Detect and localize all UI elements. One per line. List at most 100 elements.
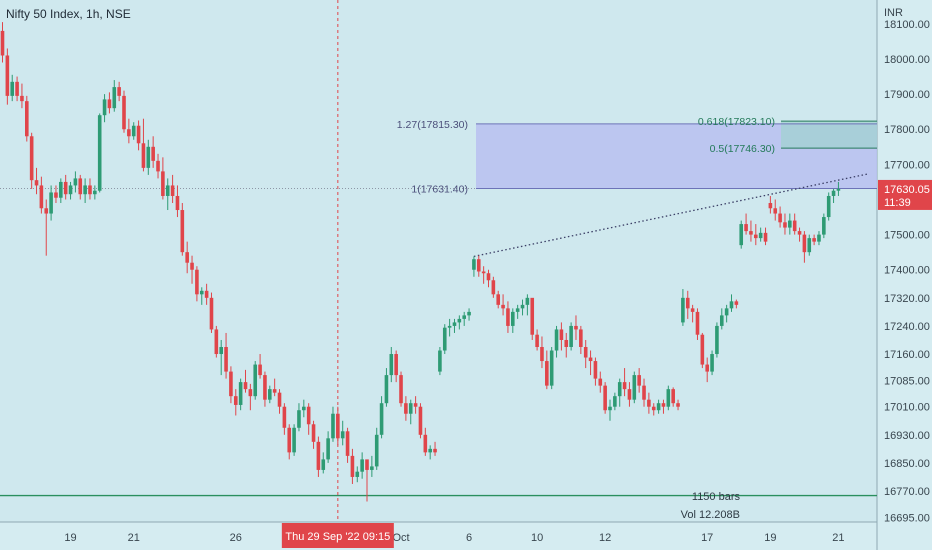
candle[interactable]	[666, 385, 671, 411]
candle[interactable]	[302, 399, 306, 418]
candle[interactable]	[365, 459, 369, 502]
candle[interactable]	[423, 427, 428, 456]
fibonacci-extension[interactable]: 1.27(17815.30) 1(17631.40) 0.618(17823.10)…	[0, 116, 877, 195]
candle[interactable]	[637, 368, 641, 393]
candle[interactable]	[209, 292, 214, 333]
candle[interactable]	[773, 199, 778, 221]
candle[interactable]	[642, 378, 646, 407]
candle[interactable]	[306, 403, 311, 435]
candle[interactable]	[545, 350, 549, 390]
candle[interactable]	[370, 455, 374, 477]
candle[interactable]	[0, 22, 5, 63]
candle[interactable]	[112, 80, 117, 112]
candle[interactable]	[739, 220, 744, 249]
candle[interactable]	[146, 139, 151, 175]
candle[interactable]	[651, 403, 656, 416]
candle[interactable]	[316, 436, 321, 477]
candle[interactable]	[754, 224, 758, 246]
candle[interactable]	[73, 171, 78, 193]
candle[interactable]	[647, 392, 651, 414]
candle[interactable]	[715, 322, 719, 358]
candle[interactable]	[5, 48, 10, 105]
candle[interactable]	[671, 387, 675, 407]
candle[interactable]	[564, 332, 569, 358]
candle[interactable]	[622, 368, 627, 397]
candle[interactable]	[476, 255, 481, 277]
candle[interactable]	[535, 329, 539, 351]
candle[interactable]	[20, 83, 24, 109]
candle[interactable]	[175, 185, 180, 218]
candle[interactable]	[783, 213, 787, 235]
candle[interactable]	[836, 181, 841, 196]
candle[interactable]	[559, 322, 564, 351]
candle[interactable]	[579, 325, 583, 355]
candle[interactable]	[63, 174, 68, 200]
candle[interactable]	[690, 304, 695, 323]
candle[interactable]	[719, 308, 724, 330]
candle[interactable]	[350, 448, 355, 484]
candle[interactable]	[438, 347, 442, 376]
candle[interactable]	[248, 383, 253, 411]
candle[interactable]	[627, 382, 632, 407]
candle[interactable]	[540, 336, 544, 369]
candle[interactable]	[462, 311, 466, 326]
candle[interactable]	[506, 301, 510, 333]
candle[interactable]	[603, 382, 607, 414]
candle[interactable]	[768, 195, 773, 214]
candle[interactable]	[700, 332, 705, 369]
candle[interactable]	[229, 366, 233, 404]
price-axis[interactable]	[877, 0, 932, 550]
candle[interactable]	[593, 357, 598, 386]
candle[interactable]	[83, 178, 87, 203]
candle[interactable]	[219, 339, 223, 376]
candle[interactable]	[277, 389, 282, 414]
candle[interactable]	[360, 452, 364, 479]
candle[interactable]	[214, 325, 219, 358]
candle[interactable]	[59, 178, 63, 203]
candle[interactable]	[413, 396, 418, 414]
candle[interactable]	[744, 213, 748, 235]
candle[interactable]	[408, 399, 413, 425]
candle[interactable]	[185, 241, 189, 274]
candle[interactable]	[729, 294, 734, 312]
candle[interactable]	[258, 354, 262, 379]
candle[interactable]	[515, 304, 520, 319]
candle[interactable]	[282, 403, 287, 435]
trendline-group[interactable]	[473, 173, 869, 258]
candle[interactable]	[170, 174, 175, 203]
candle[interactable]	[122, 90, 126, 133]
candle[interactable]	[253, 361, 258, 400]
candle[interactable]	[355, 466, 360, 483]
candle[interactable]	[695, 308, 700, 340]
candle[interactable]	[457, 315, 462, 330]
candle[interactable]	[613, 392, 617, 411]
candle[interactable]	[486, 269, 491, 288]
candle[interactable]	[107, 92, 112, 114]
candle[interactable]	[297, 403, 301, 432]
candle[interactable]	[345, 427, 350, 463]
candle[interactable]	[263, 371, 267, 407]
candle[interactable]	[632, 371, 637, 404]
candle[interactable]	[661, 399, 666, 414]
candle[interactable]	[399, 371, 403, 407]
candle[interactable]	[681, 289, 685, 326]
candle[interactable]	[136, 120, 141, 151]
candle[interactable]	[569, 322, 573, 351]
candle[interactable]	[520, 299, 525, 316]
candle[interactable]	[574, 315, 578, 340]
candle[interactable]	[204, 283, 209, 305]
candle[interactable]	[233, 389, 238, 416]
candle[interactable]	[117, 81, 121, 102]
candle[interactable]	[807, 234, 812, 256]
candle[interactable]	[802, 231, 807, 263]
candle[interactable]	[374, 427, 379, 470]
candle[interactable]	[195, 266, 199, 302]
candle[interactable]	[54, 185, 58, 203]
candle[interactable]	[15, 76, 19, 102]
candle[interactable]	[831, 188, 836, 203]
candle[interactable]	[404, 396, 408, 421]
candle[interactable]	[428, 445, 432, 460]
candle[interactable]	[25, 95, 29, 142]
candle[interactable]	[656, 399, 661, 414]
candle[interactable]	[501, 294, 505, 316]
